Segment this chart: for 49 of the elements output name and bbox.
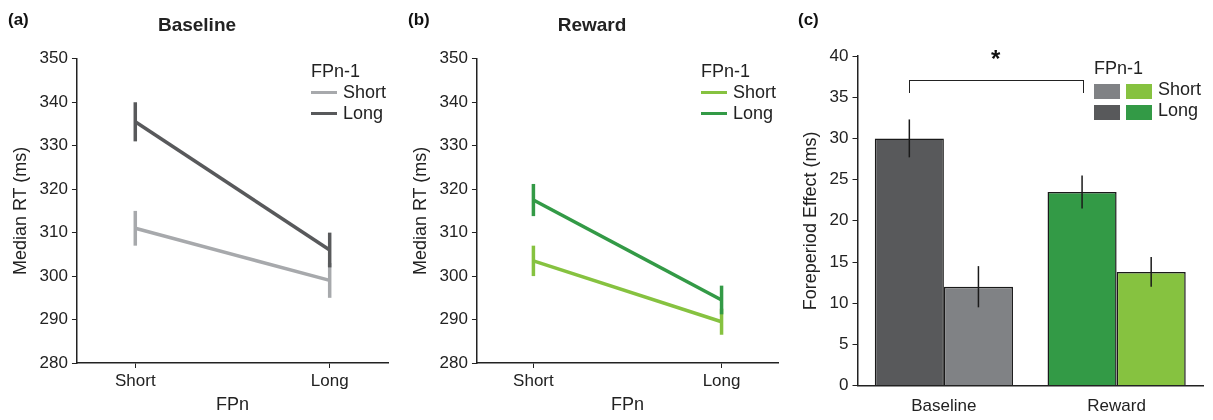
y-tick-label: 30 (829, 128, 849, 148)
y-tick-label: 300 (439, 265, 468, 285)
y-tick-label: 340 (39, 91, 68, 111)
y-tick-label: 10 (829, 292, 849, 312)
y-tick-label: 330 (439, 135, 468, 155)
legend-label: Long (1158, 100, 1199, 121)
x-tick-label: Short (513, 370, 554, 390)
legend-title: FPn-1 (701, 60, 752, 82)
y-tick-label: 5 (839, 334, 849, 354)
y-tick-label: 35 (829, 86, 849, 106)
legend-title: FPn-1 (311, 60, 362, 82)
x-axis-title: FPn (610, 394, 644, 415)
legend-title: FPn-1 (1094, 58, 1145, 79)
y-tick-label: 300 (39, 265, 68, 285)
legend-label: Short (733, 81, 777, 103)
y-tick-label: 330 (39, 135, 68, 155)
y-axis-title: Median RT (ms) (9, 146, 30, 276)
y-tick-label: 290 (439, 309, 468, 329)
y-tick-label: 15 (829, 251, 849, 271)
text: (a) (8, 10, 29, 30)
y-tick-label: 350 (39, 48, 68, 68)
y-tick-label: 310 (439, 222, 468, 242)
chart-title: Reward (557, 13, 627, 35)
y-tick-label: 25 (829, 169, 849, 189)
x-tick-label: Long (702, 370, 741, 390)
chart-title: Baseline (157, 13, 237, 35)
y-tick-label: 320 (439, 178, 468, 198)
y-tick-label: 0 (839, 375, 849, 395)
y-tick-label: 20 (829, 210, 849, 230)
x-axis-title: FPn (215, 394, 249, 415)
text: (c) (798, 10, 819, 30)
y-tick-label: 290 (39, 309, 68, 329)
legend-label: Long (733, 102, 774, 124)
y-tick-label: 310 (39, 222, 68, 242)
legend-label: Long (343, 102, 384, 124)
text: (b) (408, 10, 430, 30)
x-tick-label: Long (310, 370, 349, 390)
x-tick-label: Short (114, 370, 156, 390)
y-tick-label: 280 (39, 352, 68, 372)
legend-label: Short (1158, 79, 1202, 100)
y-tick-label: 280 (439, 352, 468, 372)
legend-label: Short (343, 81, 387, 103)
y-axis-title: Median RT (ms) (409, 146, 430, 276)
y-tick-label: 40 (829, 45, 849, 65)
y-axis-title: Foreperiod Effect (ms) (799, 131, 820, 311)
annotation: * (991, 44, 1002, 72)
y-tick-label: 320 (39, 178, 68, 198)
y-tick-label: 350 (439, 48, 468, 68)
y-tick-label: 340 (439, 91, 468, 111)
